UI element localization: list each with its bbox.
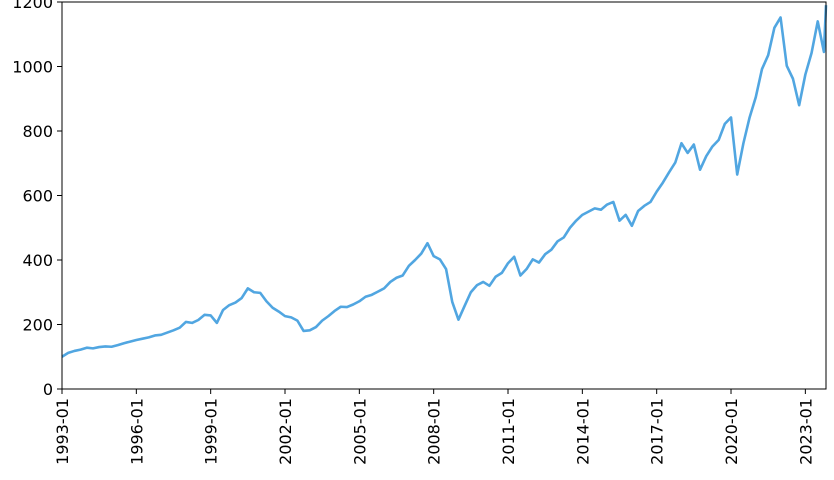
x-tick-label: 2005-01 bbox=[350, 398, 369, 465]
y-tick-label: 800 bbox=[22, 122, 53, 141]
x-tick-label: 2011-01 bbox=[499, 398, 518, 465]
x-tick-label: 2008-01 bbox=[425, 398, 444, 465]
y-tick-label: 400 bbox=[22, 251, 53, 270]
x-tick-label: 2002-01 bbox=[276, 398, 295, 465]
x-tick-label: 2017-01 bbox=[648, 398, 667, 465]
y-tick-label: 200 bbox=[22, 316, 53, 335]
y-tick-label: 0 bbox=[43, 380, 53, 399]
y-tick-label: 1000 bbox=[12, 58, 53, 77]
x-tick-label: 2014-01 bbox=[573, 398, 592, 465]
y-tick-label: 600 bbox=[22, 187, 53, 206]
x-tick-label: 1999-01 bbox=[202, 398, 221, 465]
x-tick-label: 1996-01 bbox=[127, 398, 146, 465]
plot-frame bbox=[61, 1, 827, 390]
x-tick-label: 2023-01 bbox=[796, 398, 815, 465]
data-line bbox=[61, 5, 828, 358]
y-tick-label: 1200 bbox=[12, 0, 53, 12]
x-tick-label: 2020-01 bbox=[722, 398, 741, 465]
x-tick-label: 1993-01 bbox=[53, 398, 72, 465]
